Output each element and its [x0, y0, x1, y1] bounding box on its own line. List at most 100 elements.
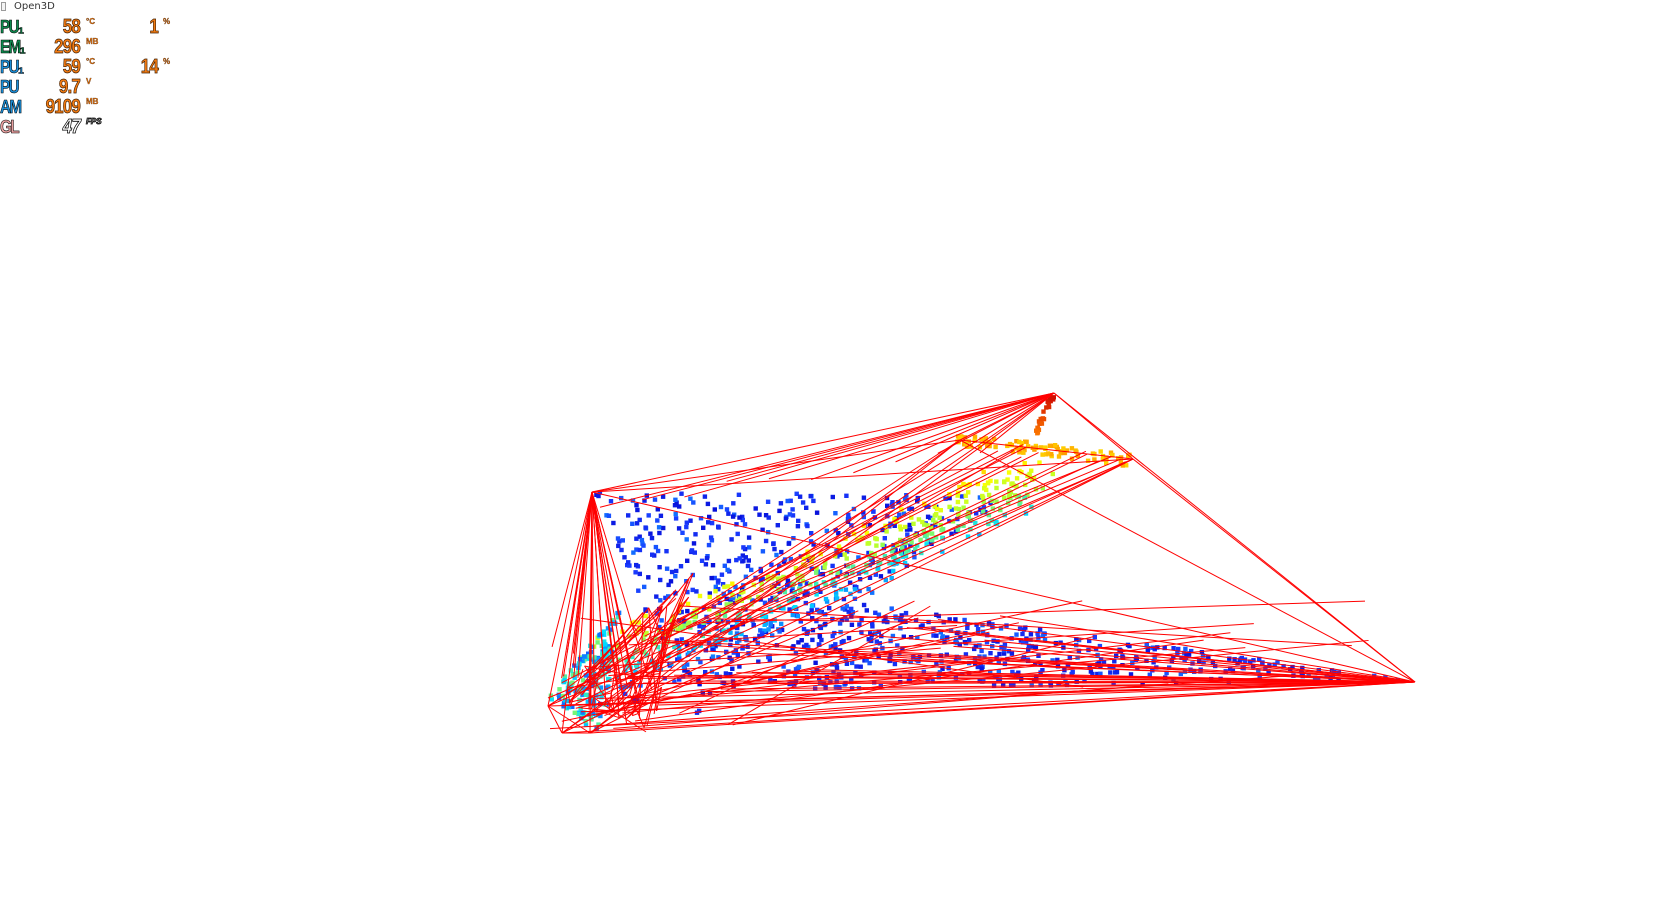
overlay-value: 59 — [62, 56, 81, 79]
point — [814, 570, 819, 575]
point — [637, 627, 642, 632]
point — [809, 608, 814, 613]
point — [859, 630, 864, 635]
point — [548, 693, 554, 698]
point — [1010, 481, 1015, 486]
point — [898, 626, 903, 631]
point — [864, 570, 869, 575]
point — [604, 685, 609, 691]
edge — [604, 610, 859, 717]
point — [572, 710, 577, 715]
point — [801, 644, 807, 649]
point — [790, 513, 796, 518]
point — [810, 616, 815, 621]
point — [911, 521, 916, 526]
point — [1063, 678, 1068, 683]
point — [597, 490, 603, 495]
point — [674, 500, 679, 505]
point — [680, 626, 685, 631]
point — [746, 535, 752, 540]
point — [933, 520, 938, 525]
point — [779, 549, 784, 555]
point — [1260, 660, 1265, 665]
point — [1025, 444, 1031, 449]
point — [707, 591, 712, 596]
edge — [561, 458, 1134, 734]
point — [709, 520, 715, 526]
edge — [658, 681, 1416, 706]
point — [1230, 668, 1236, 674]
point — [965, 513, 970, 519]
point — [983, 436, 988, 441]
point — [880, 542, 885, 547]
point — [874, 536, 879, 542]
point — [818, 625, 824, 631]
point — [938, 508, 943, 513]
point — [592, 659, 597, 664]
point — [659, 618, 664, 623]
point — [572, 663, 577, 668]
point — [725, 584, 731, 589]
edge — [584, 665, 637, 678]
point — [804, 505, 809, 510]
point — [608, 621, 613, 627]
point — [966, 490, 971, 495]
point — [1035, 425, 1040, 430]
line-set — [547, 392, 1416, 734]
point — [580, 710, 585, 715]
point — [975, 627, 981, 632]
point — [889, 575, 894, 581]
point — [765, 576, 770, 582]
window-titlebar[interactable]: Open3D — [0, 0, 200, 13]
point — [777, 629, 782, 634]
point — [685, 621, 691, 626]
point — [902, 659, 907, 664]
point — [818, 589, 823, 594]
point — [961, 523, 966, 528]
edge — [575, 600, 1083, 709]
point — [1067, 655, 1072, 661]
edge — [720, 681, 1416, 690]
point — [1237, 658, 1242, 663]
point — [793, 566, 799, 571]
point — [790, 612, 795, 618]
point — [753, 506, 758, 511]
point — [1087, 664, 1092, 669]
point — [770, 595, 775, 601]
point — [877, 560, 883, 565]
window-title: Open3D — [14, 0, 55, 12]
point — [903, 553, 909, 559]
point — [590, 683, 595, 689]
point — [975, 481, 981, 487]
point — [576, 711, 581, 717]
point — [931, 517, 936, 523]
point — [1227, 656, 1232, 661]
point — [955, 493, 960, 498]
point — [791, 644, 796, 649]
overlay-unit: °C — [86, 17, 95, 26]
point — [844, 556, 849, 561]
point — [710, 654, 716, 659]
point — [843, 574, 849, 579]
point — [922, 501, 927, 506]
point — [677, 646, 682, 652]
point — [796, 518, 801, 524]
point — [961, 481, 966, 487]
point — [979, 648, 984, 654]
point — [808, 539, 814, 544]
point — [679, 491, 684, 496]
point — [872, 552, 877, 557]
point — [690, 587, 695, 593]
point — [740, 646, 745, 651]
point — [1043, 445, 1048, 450]
point — [1055, 657, 1060, 663]
overlay-unit: V — [86, 77, 92, 86]
point — [1046, 402, 1051, 407]
point — [763, 538, 769, 544]
point — [1022, 495, 1028, 500]
point — [830, 494, 835, 500]
point — [737, 515, 742, 520]
point — [789, 589, 795, 594]
point — [600, 662, 605, 668]
